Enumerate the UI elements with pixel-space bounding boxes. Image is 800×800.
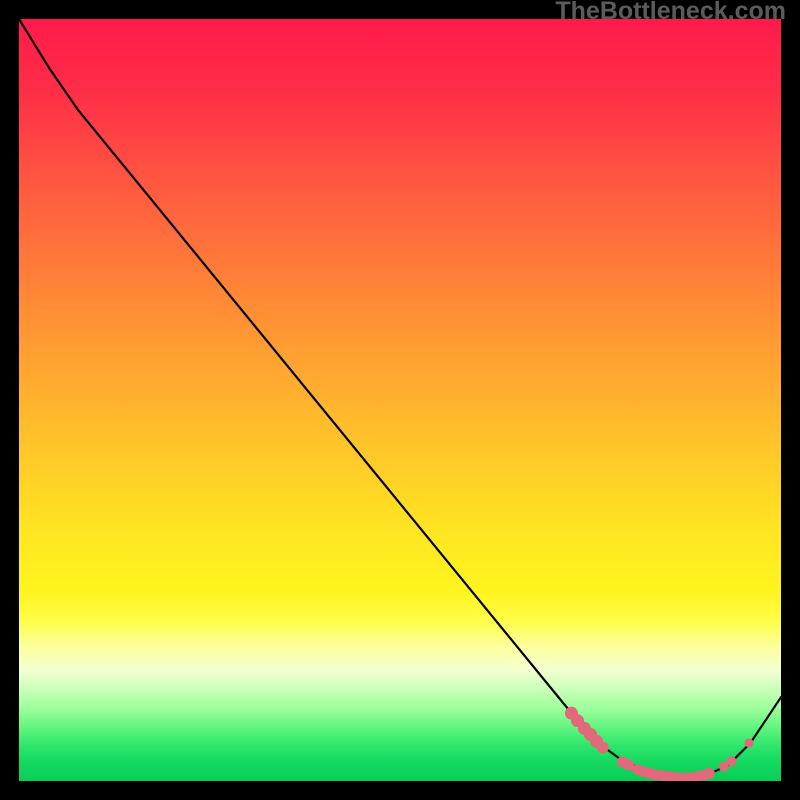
chart-frame: TheBottleneck.com [0,0,800,800]
marker-dot [704,768,714,778]
marker-dot [745,739,753,747]
marker-dot [727,757,736,766]
marker-dot [597,742,608,753]
chart-background [19,19,781,781]
marker-dot [624,760,634,770]
chart-plot-area [19,19,781,781]
chart-svg [19,19,781,781]
watermark-text: TheBottleneck.com [555,0,786,26]
